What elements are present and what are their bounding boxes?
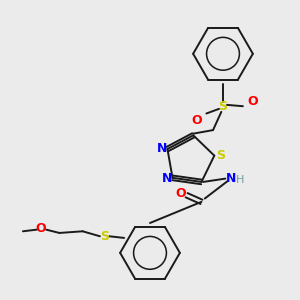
Text: N: N: [226, 172, 236, 185]
Text: S: S: [216, 149, 225, 162]
Text: S: S: [218, 100, 227, 113]
Text: N: N: [157, 142, 168, 155]
Text: N: N: [162, 172, 173, 185]
Text: S: S: [100, 230, 109, 243]
Text: O: O: [248, 95, 258, 108]
Text: H: H: [236, 175, 244, 185]
Text: O: O: [35, 222, 46, 235]
Text: O: O: [175, 187, 186, 200]
Text: O: O: [192, 114, 203, 127]
